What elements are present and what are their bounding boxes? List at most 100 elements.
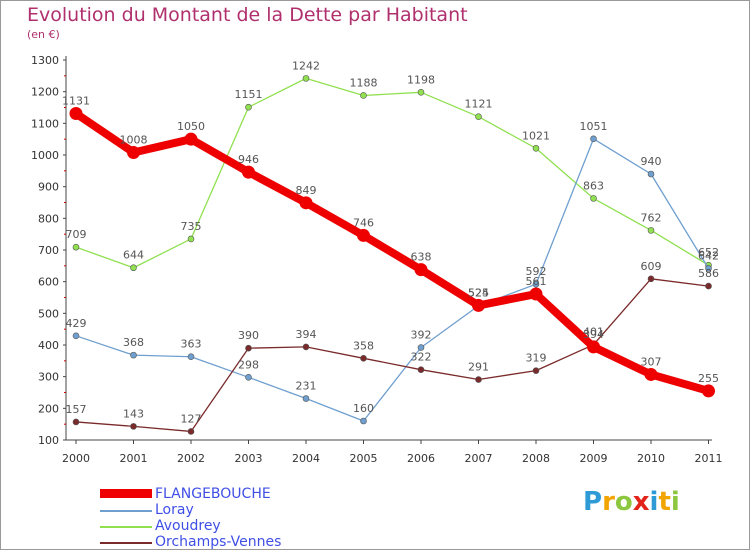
data-point (532, 145, 540, 152)
data-point (414, 263, 428, 277)
data-point (360, 92, 367, 99)
data-point (705, 282, 712, 290)
data-point (472, 298, 485, 312)
x-tick-label: 2000 (62, 452, 90, 465)
y-tick-label: 1100 (31, 117, 59, 130)
data-point (417, 89, 425, 96)
legend-label: Avoudrey (155, 518, 221, 534)
x-tick-label: 2005 (350, 452, 378, 465)
data-label: 368 (123, 336, 144, 349)
data-point (647, 227, 655, 234)
x-tick-label: 2003 (235, 452, 263, 465)
data-label: 390 (238, 329, 259, 342)
data-point (72, 243, 80, 251)
chart-subtitle: (en €) (27, 28, 60, 41)
data-point (590, 135, 597, 143)
data-point (532, 280, 540, 288)
data-label: 561 (526, 275, 547, 288)
logo-letter: t (658, 487, 671, 517)
data-label: 322 (411, 351, 432, 364)
y-tick-label: 1300 (31, 54, 59, 67)
data-label: 1051 (580, 120, 608, 133)
data-label: 291 (468, 361, 489, 374)
y-tick-label: 200 (38, 402, 59, 415)
x-tick-label: 2011 (695, 452, 723, 465)
data-point (187, 235, 195, 243)
data-label: 307 (641, 355, 662, 368)
x-tick-label: 2006 (407, 452, 435, 465)
data-label: 863 (583, 179, 604, 192)
data-point (302, 75, 310, 82)
x-tick-label: 2008 (522, 452, 550, 465)
legend-swatch (100, 526, 152, 528)
data-label: 394 (296, 328, 317, 341)
legend-label: FLANGEBOUCHE (155, 486, 271, 502)
data-label: 1131 (62, 95, 90, 108)
data-label: 298 (238, 358, 259, 371)
legend-label: Loray (155, 502, 194, 518)
data-label: 644 (123, 249, 144, 262)
data-label: 429 (66, 317, 87, 330)
series-line-flangebouche (73, 110, 710, 395)
data-label: 1121 (465, 98, 493, 111)
y-tick-label: 300 (38, 371, 59, 384)
logo-letter: x (632, 487, 650, 517)
data-label: 642 (698, 249, 719, 262)
y-tick-label: 1000 (31, 149, 59, 162)
data-point (529, 287, 543, 301)
data-label: 592 (526, 265, 547, 278)
data-label: 1050 (177, 120, 205, 133)
data-point (475, 113, 482, 120)
x-tick-label: 2001 (120, 452, 148, 465)
data-label: 609 (641, 260, 662, 273)
data-label: 127 (181, 412, 202, 425)
x-tick-label: 2009 (580, 452, 608, 465)
data-label: 849 (296, 184, 317, 197)
data-point (130, 351, 137, 359)
data-point (647, 275, 655, 283)
data-label: 940 (641, 155, 662, 168)
data-point (184, 132, 198, 146)
data-point (245, 103, 252, 111)
data-label: 392 (411, 329, 432, 342)
legend-swatch (100, 510, 152, 512)
data-point (245, 373, 252, 381)
data-point (187, 353, 195, 361)
data-point (72, 418, 80, 426)
x-tick-label: 2007 (465, 452, 493, 465)
y-tick-label: 100 (38, 434, 59, 447)
y-tick-label: 500 (38, 307, 59, 320)
data-point (302, 343, 310, 351)
data-label: 946 (238, 153, 259, 166)
y-tick-label: 600 (38, 276, 59, 289)
data-point (127, 145, 140, 159)
y-tick-label: 400 (38, 339, 59, 352)
data-point (647, 170, 655, 178)
data-label: 394 (583, 328, 604, 341)
logo-letter: r (602, 487, 615, 517)
data-label: 160 (353, 402, 374, 415)
data-point (360, 417, 367, 425)
data-point (475, 376, 482, 383)
data-label: 401 (583, 326, 604, 339)
data-label: 255 (698, 372, 719, 385)
data-point (130, 423, 137, 430)
data-point (644, 367, 658, 381)
data-point (417, 366, 425, 374)
data-point (302, 395, 310, 402)
data-point (417, 344, 425, 351)
data-label: 735 (181, 220, 202, 233)
data-point (357, 228, 370, 242)
data-point (242, 165, 255, 179)
y-tick-label: 900 (38, 181, 59, 194)
data-label: 1021 (522, 129, 550, 142)
x-tick-label: 2002 (177, 452, 205, 465)
data-label: 231 (296, 380, 317, 393)
series-line-avoudrey (75, 77, 709, 269)
proxiti-logo: Proxiti (583, 487, 680, 517)
data-label: 1151 (235, 88, 263, 101)
data-label: 1242 (292, 59, 320, 72)
data-point (587, 340, 600, 354)
data-label: 709 (66, 228, 87, 241)
